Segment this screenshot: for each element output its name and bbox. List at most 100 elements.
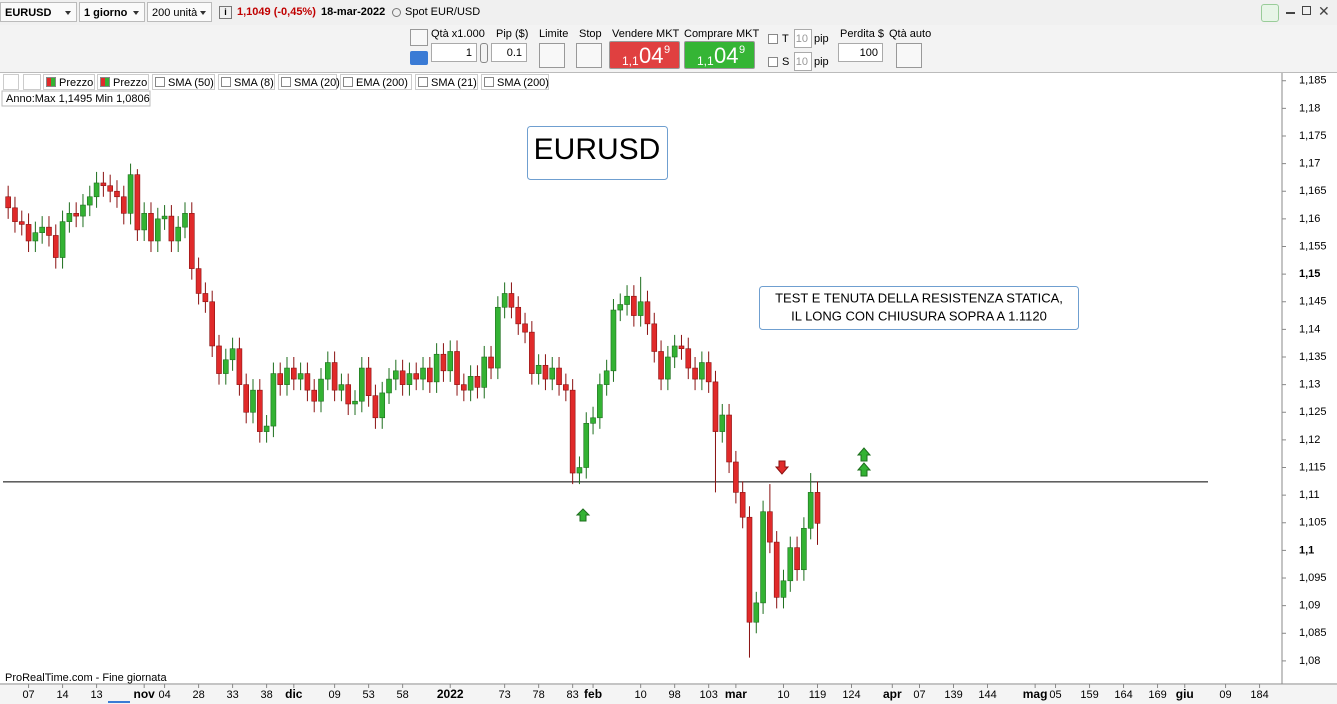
info-icon[interactable]: i bbox=[219, 6, 232, 19]
indicator[interactable]: SMA (20) bbox=[278, 74, 340, 90]
candle-body bbox=[746, 516, 753, 623]
annotation: TEST E TENUTA DELLA RESISTENZA STATICA, bbox=[775, 290, 1063, 305]
indicator[interactable]: Prezzo bbox=[43, 74, 95, 90]
indicator[interactable]: Prezzo bbox=[97, 74, 149, 90]
limit-button[interactable] bbox=[539, 43, 565, 68]
order-button[interactable] bbox=[23, 74, 41, 90]
candle-body bbox=[719, 414, 726, 432]
candle-body bbox=[86, 196, 93, 206]
indicator[interactable]: EMA (200) bbox=[340, 74, 412, 90]
x-tick-label: 33 bbox=[226, 689, 238, 701]
candle-body bbox=[699, 362, 705, 380]
candle-body bbox=[529, 331, 535, 374]
indicator[interactable]: SMA (8) bbox=[218, 74, 275, 90]
candle-body bbox=[427, 367, 433, 383]
candle-body bbox=[787, 547, 794, 582]
y-tick-label: 1,175 bbox=[1299, 130, 1327, 142]
y-tick-label: 1,12 bbox=[1299, 434, 1320, 446]
minimize[interactable] bbox=[1286, 12, 1295, 14]
candle-body bbox=[120, 196, 127, 214]
limit-label: Limite bbox=[539, 28, 569, 40]
candle-body bbox=[93, 182, 100, 198]
buy-button[interactable]: 1,1 04 9 bbox=[684, 41, 755, 69]
candle-body bbox=[413, 373, 420, 380]
timeframe-select[interactable]: 1 giorno bbox=[79, 2, 145, 22]
candle-body bbox=[665, 356, 671, 380]
candle-body bbox=[365, 367, 372, 396]
candle-body bbox=[100, 182, 107, 187]
stop-label: Stop bbox=[579, 28, 602, 40]
sell-button[interactable]: 1,1 04 9 bbox=[609, 41, 680, 69]
link-icon[interactable] bbox=[480, 43, 488, 63]
close[interactable]: ✕ bbox=[1318, 3, 1330, 19]
y-tick-label: 1,16 bbox=[1299, 213, 1320, 225]
y-tick-label: 1,165 bbox=[1299, 185, 1327, 197]
indicator-label: SMA (21) bbox=[431, 77, 477, 89]
candle-body bbox=[379, 392, 386, 419]
auto-qty-button[interactable] bbox=[896, 43, 922, 68]
candle-body bbox=[338, 384, 345, 391]
candle-body bbox=[229, 348, 236, 361]
sync-icon[interactable] bbox=[1261, 4, 1279, 22]
t-input[interactable]: 10 bbox=[794, 29, 812, 48]
settings-icon[interactable] bbox=[410, 29, 428, 46]
candle-body bbox=[556, 367, 562, 385]
indicator-label: SMA (20) bbox=[294, 77, 340, 89]
indicator[interactable]: SMA (50) bbox=[152, 74, 215, 90]
candle-body bbox=[182, 213, 188, 228]
candle-body bbox=[712, 381, 719, 432]
candle-body bbox=[277, 373, 284, 385]
radio[interactable] bbox=[392, 8, 401, 17]
add-button[interactable] bbox=[3, 74, 19, 90]
candle-body bbox=[209, 301, 215, 347]
checkbox bbox=[281, 77, 291, 87]
units-select[interactable]: 200 unità bbox=[147, 2, 212, 22]
x-tick-label: 2022 bbox=[437, 687, 464, 701]
indicator-label: Prezzo bbox=[113, 77, 148, 89]
s-input[interactable]: 10 bbox=[794, 52, 812, 71]
loss-input[interactable]: 100 bbox=[838, 43, 883, 62]
keypad-icon[interactable] bbox=[410, 51, 428, 65]
x-tick-label: 184 bbox=[1250, 689, 1268, 701]
stop-button[interactable] bbox=[576, 43, 602, 68]
indicator[interactable]: SMA (200) bbox=[481, 74, 549, 90]
candle-body bbox=[263, 425, 270, 432]
candle-body bbox=[195, 268, 202, 294]
checkbox[interactable] bbox=[768, 34, 778, 44]
x-tick-label: 83 bbox=[567, 689, 579, 701]
x-tick-label: 09 bbox=[328, 689, 340, 701]
candle-body bbox=[236, 348, 243, 385]
candle-body bbox=[508, 293, 515, 308]
candle-body bbox=[603, 370, 610, 385]
pip-input[interactable]: 0.1 bbox=[491, 43, 527, 62]
sell-label: Vendere MKT bbox=[612, 28, 680, 40]
candle-body bbox=[637, 301, 644, 316]
t-label: T bbox=[782, 33, 789, 45]
indicator[interactable]: SMA (21) bbox=[415, 74, 478, 90]
candle-body bbox=[107, 185, 113, 192]
candle-body bbox=[257, 389, 263, 432]
symbol-select[interactable]: EURUSD bbox=[0, 2, 77, 22]
price-sup: 9 bbox=[739, 44, 746, 56]
candle-body bbox=[359, 367, 365, 402]
candle-body bbox=[794, 547, 800, 571]
candle-body bbox=[331, 362, 338, 391]
maximize[interactable] bbox=[1302, 6, 1311, 15]
qty-input[interactable]: 1 bbox=[431, 43, 477, 62]
checkbox[interactable] bbox=[768, 57, 778, 67]
candle-body bbox=[671, 345, 678, 358]
candle-body bbox=[814, 492, 821, 524]
candle-body bbox=[563, 384, 569, 391]
x-tick-label: 144 bbox=[978, 689, 996, 701]
loss: 100 bbox=[859, 47, 878, 59]
candle-body bbox=[250, 389, 256, 413]
x-tick-label: 14 bbox=[56, 689, 68, 701]
candle-body bbox=[739, 492, 746, 518]
candle-body bbox=[433, 353, 440, 383]
footer: ProRealTime.com - Fine giornata bbox=[5, 672, 167, 684]
candle-body bbox=[705, 362, 712, 383]
checkbox bbox=[418, 77, 428, 87]
candle-body bbox=[12, 207, 18, 222]
candle-body bbox=[733, 461, 739, 493]
